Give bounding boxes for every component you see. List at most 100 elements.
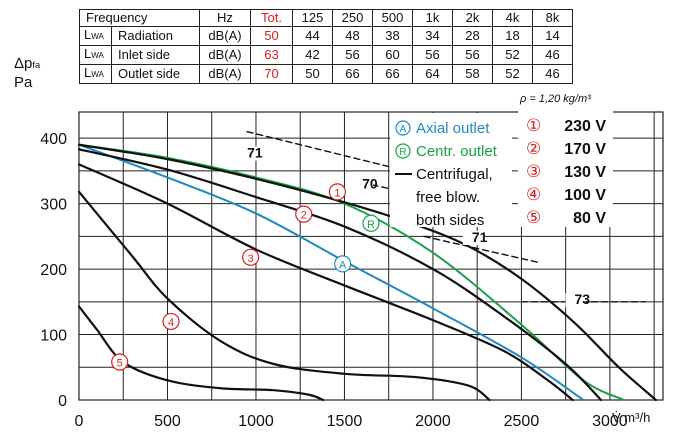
legend-text: both sides [416,212,484,229]
plot-frame [78,111,664,401]
legend-marker-label: A [400,124,407,135]
series-line-c2 [77,148,603,402]
legend-text: free blow. [416,189,480,206]
density-note: ρ = 1,20 kg/m³ [520,93,591,105]
x-tick-label: 1000 [238,413,274,430]
table-cell: 64 [412,64,453,84]
row-total: 63 [250,45,293,65]
header-total: Tot. [250,9,293,27]
x-tick-label: 1500 [327,413,363,430]
table-cell: 66 [372,64,413,84]
curve-marker-c5 [111,353,129,371]
table-cell: 14 [532,26,573,46]
speed-legend-symbol: ④ [526,185,541,204]
table-cell: 48 [332,26,373,46]
legend-text: Centr. outlet [416,143,498,160]
legend-bg [390,113,512,227]
curve-label-bg [565,293,586,308]
curve-marker-label: 5 [117,358,123,370]
curve-marker-axial [334,255,352,273]
header-frequency: Frequency [79,9,200,27]
table-cell: 44 [292,26,333,46]
row-symbol: LWA [79,26,112,46]
curve-marker-label: 4 [168,317,174,329]
legend-marker [395,120,411,136]
table-row: LWA Radiation dB(A) 50 44 48 38 34 28 18… [79,26,573,46]
table-cell: 52 [492,64,533,84]
y-tick-label: 300 [40,197,67,214]
row-symbol: LWA [79,45,112,65]
header-freq: 8k [532,9,573,27]
table-cell: 56 [332,45,373,65]
table-row: LWA Outlet side dB(A) 70 50 66 66 64 58 … [79,64,573,84]
header-unit: Hz [199,9,251,27]
x-tick-label: 3000 [592,413,628,430]
curve-marker-label: 1 [334,187,340,199]
table-cell: 42 [292,45,333,65]
speed-legend-symbol: ⑤ [526,208,541,227]
x-tick-label: 0 [75,413,84,430]
row-label: Radiation [111,26,200,46]
header-freq: 4k [492,9,533,27]
curve-marker-label: 3 [248,253,254,265]
series-line-c1 [77,143,658,402]
speed-legend-text: 100 V [564,187,606,204]
row-unit: dB(A) [199,26,251,46]
speed-legend-text: 230 V [564,118,606,135]
header-freq: 500 [372,9,413,27]
x-axis-symbol: V̇ [612,410,621,425]
curve-label-bg [462,230,483,245]
table-cell: 28 [452,26,493,46]
header-freq: 125 [292,9,333,27]
series-line-c5 [77,305,325,402]
header-freq: 2k [452,9,493,27]
row-label: Outlet side [111,64,200,84]
curve-label: 73 [575,291,591,307]
curve-label-bg [353,177,374,192]
table-cell: 50 [292,64,333,84]
curve-label: 71 [472,229,488,245]
y-axis-label: Δpfa Pa [14,55,40,91]
series-line-c4 [77,190,491,402]
legend-marker [395,143,411,159]
speed-legend-text: 170 V [564,141,606,158]
series-line-d71b [423,235,540,264]
y-tick-label: 400 [40,131,67,148]
table-cell: 60 [372,45,413,65]
series-line-c3 [77,163,574,402]
y-tick-label: 0 [58,393,67,410]
y-axis-subscript: fa [32,60,41,70]
curve-label: 70 [362,175,378,191]
legend-text: Centrifugal, [416,166,493,183]
table-cell: 56 [412,45,453,65]
y-tick-label: 200 [40,262,67,279]
series-line-centr [78,143,626,401]
curve-label: 71 [247,145,263,161]
curve-marker-c1 [328,183,346,201]
table-cell: 66 [332,64,373,84]
curve-marker-centr [362,214,380,232]
curve-marker-label: 2 [301,210,307,222]
curve-label-bg [238,146,259,161]
row-total: 70 [250,64,293,84]
curve-marker-label: R [367,219,375,231]
legend-text: Axial outlet [416,120,490,137]
row-unit: dB(A) [199,64,251,84]
curve-marker-c3 [242,248,260,266]
table-cell: 52 [492,45,533,65]
table-header-row: Frequency Hz Tot. 125 250 500 1k 2k 4k 8… [79,9,573,27]
curve-marker-label: A [339,259,347,271]
x-axis-unit: m³/h [624,410,651,425]
speed-legend-text: 80 V [573,210,606,227]
table-cell: 58 [452,64,493,84]
speed-legend-symbol: ③ [526,162,541,181]
table-row: LWA Inlet side dB(A) 63 42 56 60 56 56 5… [79,45,573,65]
sound-power-table: Frequency Hz Tot. 125 250 500 1k 2k 4k 8… [79,9,573,84]
table-cell: 46 [532,64,573,84]
row-unit: dB(A) [199,45,251,65]
speed-legend-text: 130 V [564,164,606,181]
x-tick-label: 2000 [415,413,451,430]
header-freq: 250 [332,9,373,27]
y-axis-symbol: Δp [14,55,33,72]
curve-marker-c2 [295,205,313,223]
